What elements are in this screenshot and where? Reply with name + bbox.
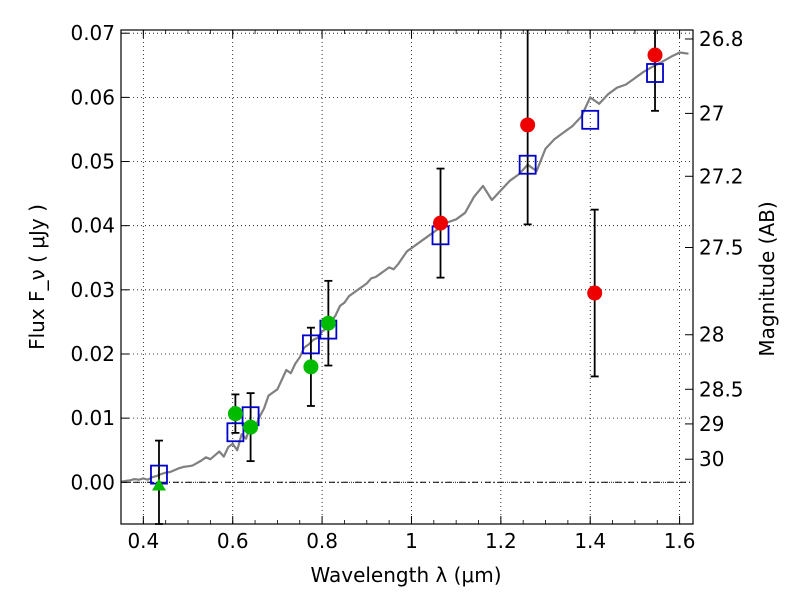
y-tick-label-1: 0.01	[70, 406, 115, 430]
magnitude-tick-label-6: 29	[699, 412, 724, 436]
model-photometry-square	[581, 109, 600, 130]
observed-point-green	[303, 359, 319, 375]
observed-point-green	[243, 419, 259, 435]
model-photometry-square	[226, 422, 245, 443]
observed-point-green	[320, 315, 336, 331]
plot-frame	[120, 29, 694, 525]
upper-limit-triangle	[151, 478, 166, 491]
y-axis-label: Flux F_ν ( μJy )	[25, 204, 49, 350]
y-tick-label-3: 0.03	[70, 278, 115, 302]
error-bars	[154, 30, 660, 525]
x-tick-label-3: 1	[405, 529, 418, 553]
y-tick-label-0: 0.00	[70, 470, 115, 494]
model-photometry-square	[518, 154, 537, 175]
x-tick-label-4: 1.2	[485, 529, 517, 553]
x-tick-label-6: 1.6	[664, 529, 696, 553]
observed-point-red	[433, 215, 449, 231]
model-spectrum	[120, 51, 689, 483]
y-axis-ticks: 0.00 0.01 0.02 0.03 0.04 0.05 0.06 0.07	[70, 21, 129, 494]
y-tick-label-7: 0.07	[70, 21, 115, 45]
y-tick-label-4: 0.04	[70, 214, 115, 238]
observed-point-red	[520, 117, 536, 133]
y-tick-label-2: 0.02	[70, 342, 115, 366]
magnitude-tick-label-4: 28	[699, 323, 724, 347]
magnitude-tick-label-3: 27.5	[699, 235, 744, 259]
magnitude-tick-label-5: 28.5	[699, 377, 744, 401]
y-tick-label-5: 0.05	[70, 150, 115, 174]
observed-point-red	[647, 47, 663, 63]
grid-lines	[121, 30, 693, 524]
observed-points	[151, 47, 663, 491]
x-axis-ticks: 0.4 0.6 0.8 1 1.2 1.4 1.6	[120, 30, 696, 553]
magnitude-tick-label-1: 27	[699, 101, 724, 125]
observed-point-red	[587, 285, 603, 301]
model-photometry-square	[302, 334, 320, 355]
observed-point-green	[227, 406, 243, 422]
x-tick-label-1: 0.6	[217, 529, 249, 553]
magnitude-tick-label-0: 26.8	[699, 27, 744, 51]
y-tick-label-6: 0.06	[70, 85, 115, 109]
x-tick-label-5: 1.4	[574, 529, 606, 553]
magnitude-tick-label-7: 30	[699, 447, 724, 471]
x-axis-label: Wavelength λ (μm)	[310, 563, 501, 587]
magnitude-tick-label-2: 27.2	[699, 164, 744, 188]
model-photometry-square	[646, 63, 664, 83]
x-tick-label-2: 0.8	[306, 529, 338, 553]
magnitude-axis-ticks: 26.8 27 27.2 27.5 28 28.5 29 30	[685, 27, 744, 471]
model-photometry-points	[150, 63, 664, 485]
model-spectrum-line	[120, 51, 689, 483]
magnitude-axis-label: Magnitude (AB)	[755, 201, 779, 356]
x-tick-label-0: 0.4	[127, 529, 159, 553]
